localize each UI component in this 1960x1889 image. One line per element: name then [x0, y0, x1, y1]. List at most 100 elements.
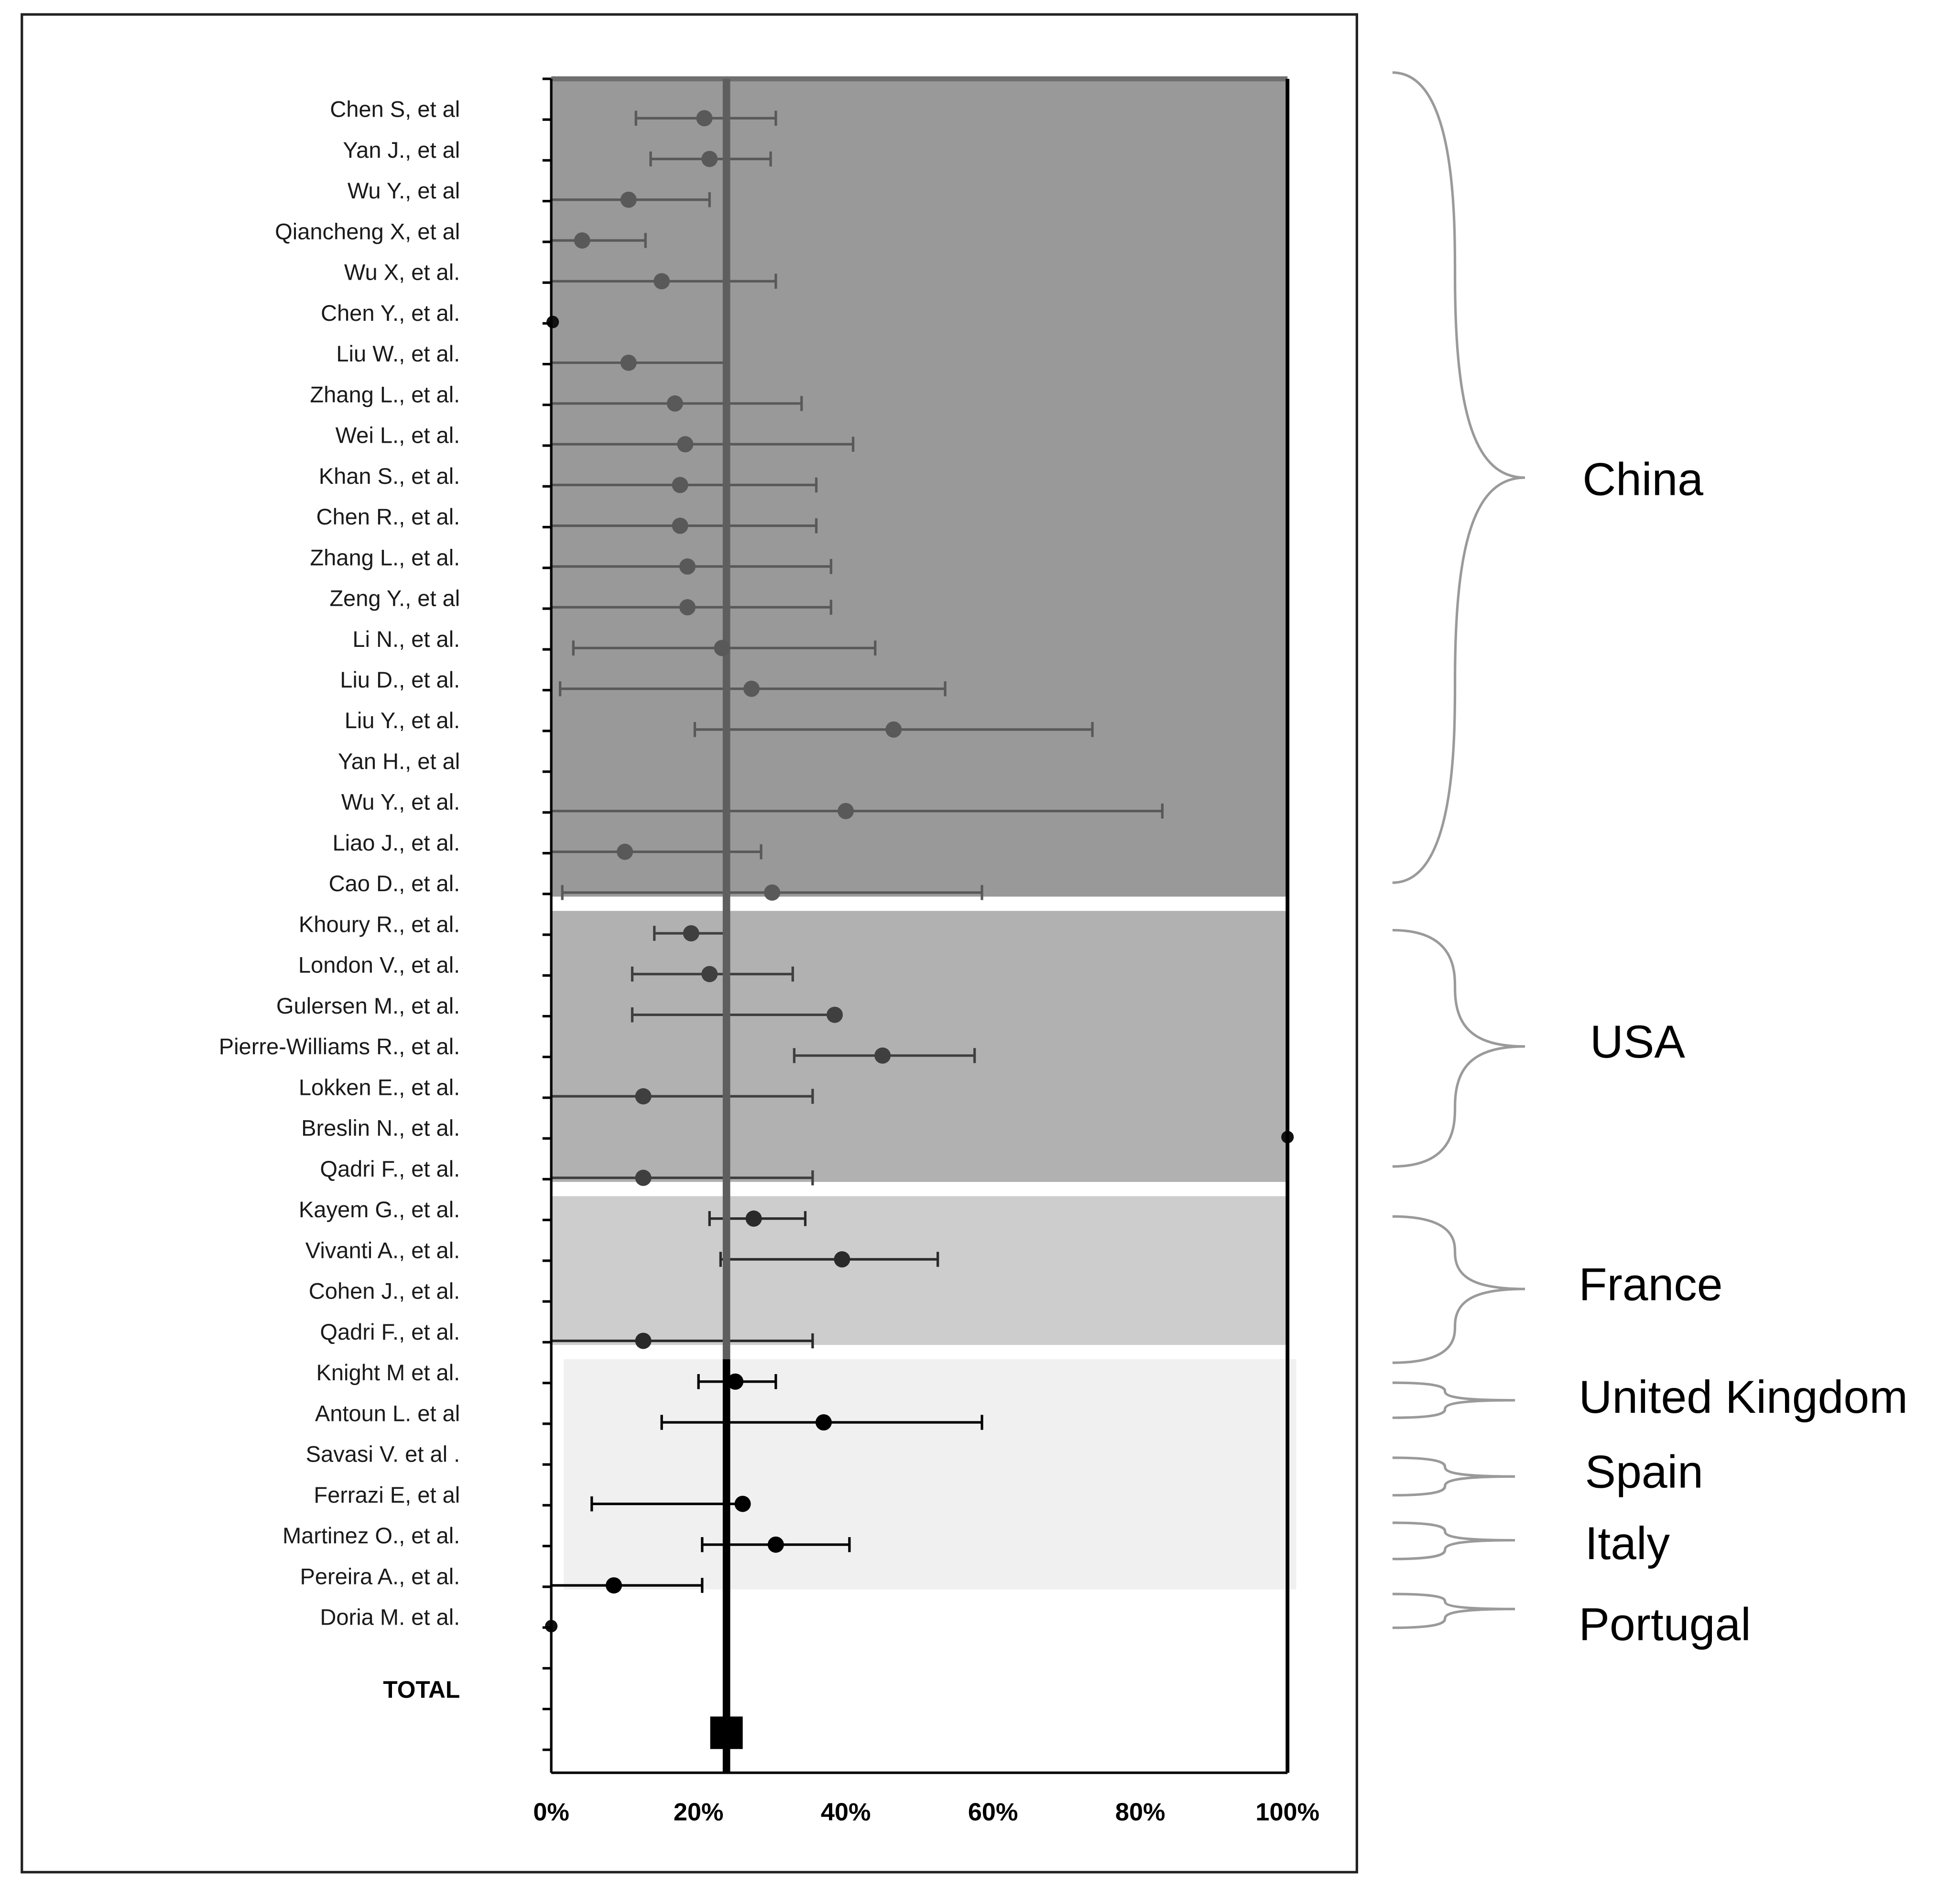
study-label: Liao J., et al. [332, 830, 460, 855]
total-label: TOTAL [383, 1676, 460, 1703]
study-estimate-point [672, 517, 688, 534]
study-estimate-point [683, 925, 699, 942]
study-label: Wu Y., et al [348, 178, 460, 203]
study-label: London V., et al. [298, 952, 460, 978]
region-label: Italy [1585, 1517, 1670, 1569]
study-estimate-point [635, 1169, 652, 1186]
region-band [551, 78, 1288, 897]
region-brace [1392, 928, 1525, 1168]
study-label: Liu W., et al. [336, 341, 460, 366]
study-label: Antoun L. et al [315, 1400, 460, 1426]
study-label: Lokken E., et al. [299, 1074, 460, 1100]
region-label: Spain [1585, 1446, 1703, 1498]
study-estimate-point [764, 884, 781, 901]
study-label: Wu Y., et al. [341, 789, 460, 815]
study-estimate-point [745, 1210, 762, 1227]
study-label: Gulersen M., et al. [276, 993, 460, 1018]
region-label: China [1582, 453, 1703, 505]
study-label: Chen R., et al. [316, 504, 460, 529]
study-label: Kayem G., et al. [299, 1197, 460, 1222]
region-label: USA [1590, 1015, 1685, 1068]
study-estimate-point [546, 316, 559, 328]
study-estimate-point [679, 599, 696, 616]
study-label: Khoury R., et al. [299, 911, 460, 937]
study-estimate-point [815, 1414, 832, 1430]
study-label: Zhang L., et al. [310, 545, 460, 570]
study-estimate-point [838, 803, 854, 819]
x-tick-label: 80% [1115, 1798, 1165, 1826]
x-tick-label: 100% [1255, 1798, 1319, 1826]
x-tick-label: 20% [674, 1798, 724, 1826]
region-brace [1392, 1521, 1515, 1561]
study-estimate-point [620, 191, 637, 208]
x-tick-label: 40% [821, 1798, 871, 1826]
region-brace [1392, 1215, 1525, 1364]
study-estimate-point [677, 436, 694, 453]
study-estimate-point [666, 395, 683, 412]
study-label: Cao D., et al. [329, 871, 460, 896]
pooled-estimate-square [710, 1716, 743, 1749]
study-estimate-point [679, 558, 696, 575]
study-label: Breslin N., et al. [301, 1115, 460, 1141]
study-estimate-point [701, 966, 718, 983]
study-label: Pereira A., et al. [300, 1563, 460, 1589]
study-label: Li N., et al. [352, 626, 460, 652]
study-label: Qadri F., et al. [320, 1156, 460, 1181]
study-label: Martinez O., et al. [283, 1523, 460, 1548]
study-estimate-point [701, 151, 718, 167]
x-tick-labels: 0% 20% 40% 60% 80% 100% [533, 1798, 1319, 1826]
study-label: Ferrazi E, et al [314, 1482, 460, 1507]
study-label: Qiancheng X, et al [275, 218, 460, 244]
study-labels: TOTAL Chen S, et al Yan J., et al Wu Y., e… [219, 97, 460, 1703]
region-band [551, 911, 1288, 1182]
study-estimate-point [653, 273, 670, 290]
study-label: Cohen J., et al. [309, 1278, 460, 1304]
region-label: United Kingdom [1579, 1371, 1907, 1423]
study-label: Yan H., et al [338, 748, 460, 774]
x-tick-label: 60% [968, 1798, 1018, 1826]
region-braces: China USA France United Kingdom Spain Italy Po… [1392, 71, 1908, 1650]
study-estimate-point [574, 232, 590, 249]
study-label: Zeng Y., et al [329, 586, 460, 611]
study-estimate-point [620, 354, 637, 371]
study-label: Liu D., et al. [340, 667, 460, 692]
study-estimate-point [767, 1536, 784, 1553]
study-estimate-point [714, 640, 730, 656]
study-label: Liu Y., et al. [345, 708, 460, 733]
study-label: Wu X, et al. [344, 260, 460, 285]
study-label: Wei L., et al. [336, 423, 460, 448]
region-band [564, 1359, 1296, 1590]
study-estimates [545, 110, 1294, 1749]
study-label: Chen S, et al [330, 97, 460, 122]
region-brace [1392, 1456, 1515, 1497]
study-estimate-point [617, 843, 633, 860]
study-estimate-point [834, 1251, 850, 1268]
study-label: Qadri F., et al. [320, 1319, 460, 1344]
study-label: Savasi V. et al . [306, 1441, 460, 1467]
region-band [551, 1196, 1288, 1345]
study-estimate-point [696, 110, 713, 127]
region-brace [1392, 1593, 1515, 1629]
study-estimate-point [606, 1577, 622, 1594]
study-label: Zhang L., et al. [310, 382, 460, 407]
study-estimate-point [885, 721, 902, 738]
region-label: Portugal [1579, 1598, 1751, 1650]
x-tick-label: 0% [533, 1798, 569, 1826]
study-estimate-point [734, 1496, 751, 1512]
study-estimate-point [827, 1006, 843, 1023]
study-estimate-point [635, 1332, 652, 1349]
study-estimate-point [727, 1373, 744, 1390]
study-estimate-point [743, 680, 760, 697]
study-estimate-point [635, 1088, 652, 1105]
region-label: France [1579, 1258, 1722, 1310]
study-estimate-point [874, 1047, 891, 1064]
study-label: Doria M. et al. [320, 1605, 460, 1630]
study-label: Khan S., et al. [319, 463, 460, 489]
study-label: Vivanti A., et al. [305, 1237, 460, 1263]
region-brace [1392, 1381, 1515, 1419]
region-brace [1392, 71, 1525, 884]
study-estimate-point [672, 477, 688, 493]
study-label: Chen Y., et al. [321, 300, 460, 326]
